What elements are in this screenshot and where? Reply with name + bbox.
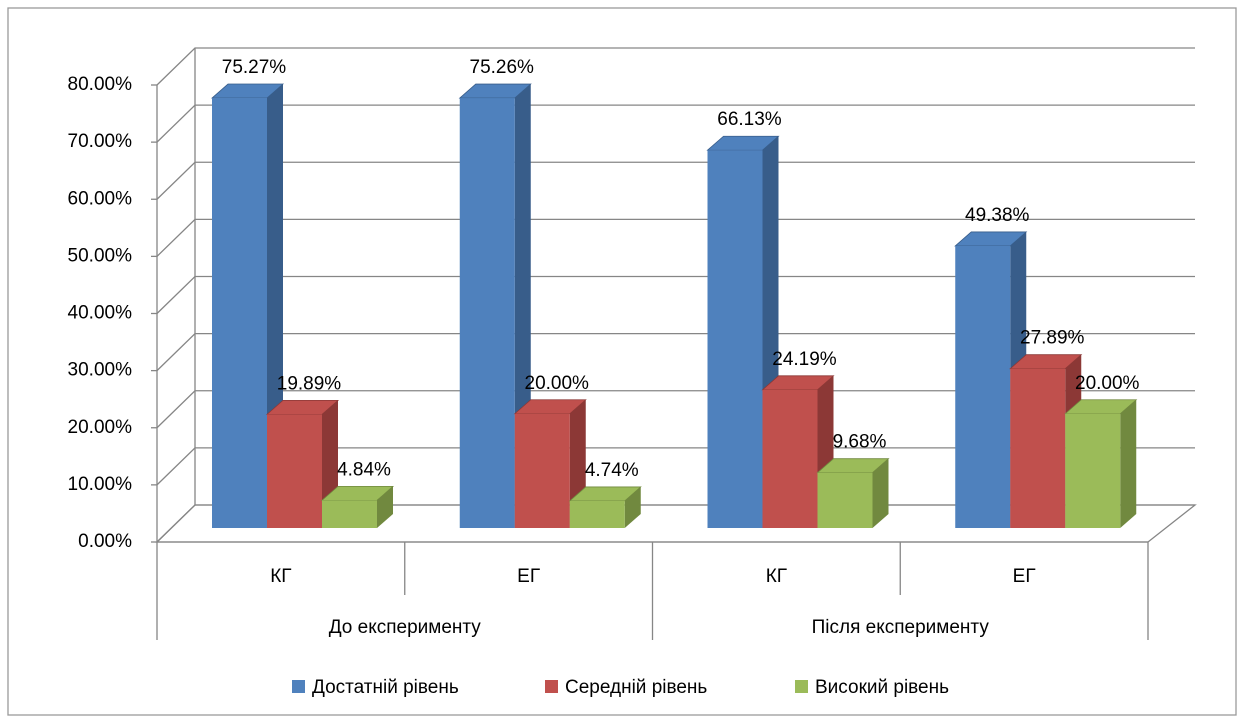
data-label: 4.84% [337,459,391,480]
bar-front [459,98,515,529]
data-label: 4.74% [585,460,639,481]
legend-swatch [545,680,558,693]
bar-side [872,458,889,528]
data-label: 20.00% [1075,373,1140,394]
grid-line [156,218,1195,257]
bar [458,83,532,529]
y-tick-label: 40.00% [68,303,133,324]
data-label: 49.38% [965,205,1030,226]
legend-label: Достатній рівень [312,677,459,698]
bar-front [1065,413,1121,528]
data-label: 24.19% [772,349,837,370]
bar [513,399,587,528]
data-label: 9.68% [833,432,887,453]
grid-line [156,332,1195,372]
bar-front [817,472,873,528]
data-label: 66.13% [717,109,782,130]
legend-label: Високий рівень [815,677,949,698]
bar [1064,399,1138,528]
data-label: 19.89% [277,373,342,394]
grid-line [156,390,1195,429]
bar-front [955,245,1011,528]
group-label: Після експерименту [812,617,990,638]
y-tick-label: 20.00% [68,417,133,438]
x-tick-label: КГ [766,566,787,587]
bar [816,458,890,528]
data-label: 75.26% [470,57,535,78]
y-tick-label: 60.00% [68,188,133,209]
group-label: До експерименту [329,617,482,638]
x-tick-label: ЕГ [517,566,540,587]
bar-front [212,98,267,528]
data-label: 20.00% [525,373,590,394]
bar [568,486,642,528]
bar-side [1120,399,1137,528]
y-tick-label: 80.00% [68,74,133,95]
y-tick-label: 30.00% [68,360,133,381]
bar-side [624,486,641,528]
y-tick-label: 0.00% [78,531,132,552]
legend-swatch [795,680,808,693]
data-label: 75.27% [222,57,287,78]
bar-front [762,389,818,528]
y-tick-label: 70.00% [68,131,133,152]
bar-front [322,500,377,528]
data-label: 27.89% [1020,328,1085,349]
bar-front [707,150,763,529]
grid-line [156,47,1195,86]
x-tick-label: ЕГ [1013,566,1036,587]
bar [320,485,395,528]
bar [265,399,340,528]
y-tick-label: 50.00% [68,245,133,266]
bar-front [267,414,322,528]
bar-front [569,500,625,528]
grid-line [156,447,1195,486]
grid-line [156,161,1195,200]
legend-swatch [292,680,305,693]
legend-label: Середній рівень [565,677,707,698]
grid-line [156,104,1195,143]
grid-line [156,275,1195,314]
x-tick-label: КГ [270,566,291,587]
bar-side [377,486,393,528]
bar-front [1010,368,1066,528]
bar-front [514,413,570,528]
y-tick-label: 10.00% [68,474,133,495]
